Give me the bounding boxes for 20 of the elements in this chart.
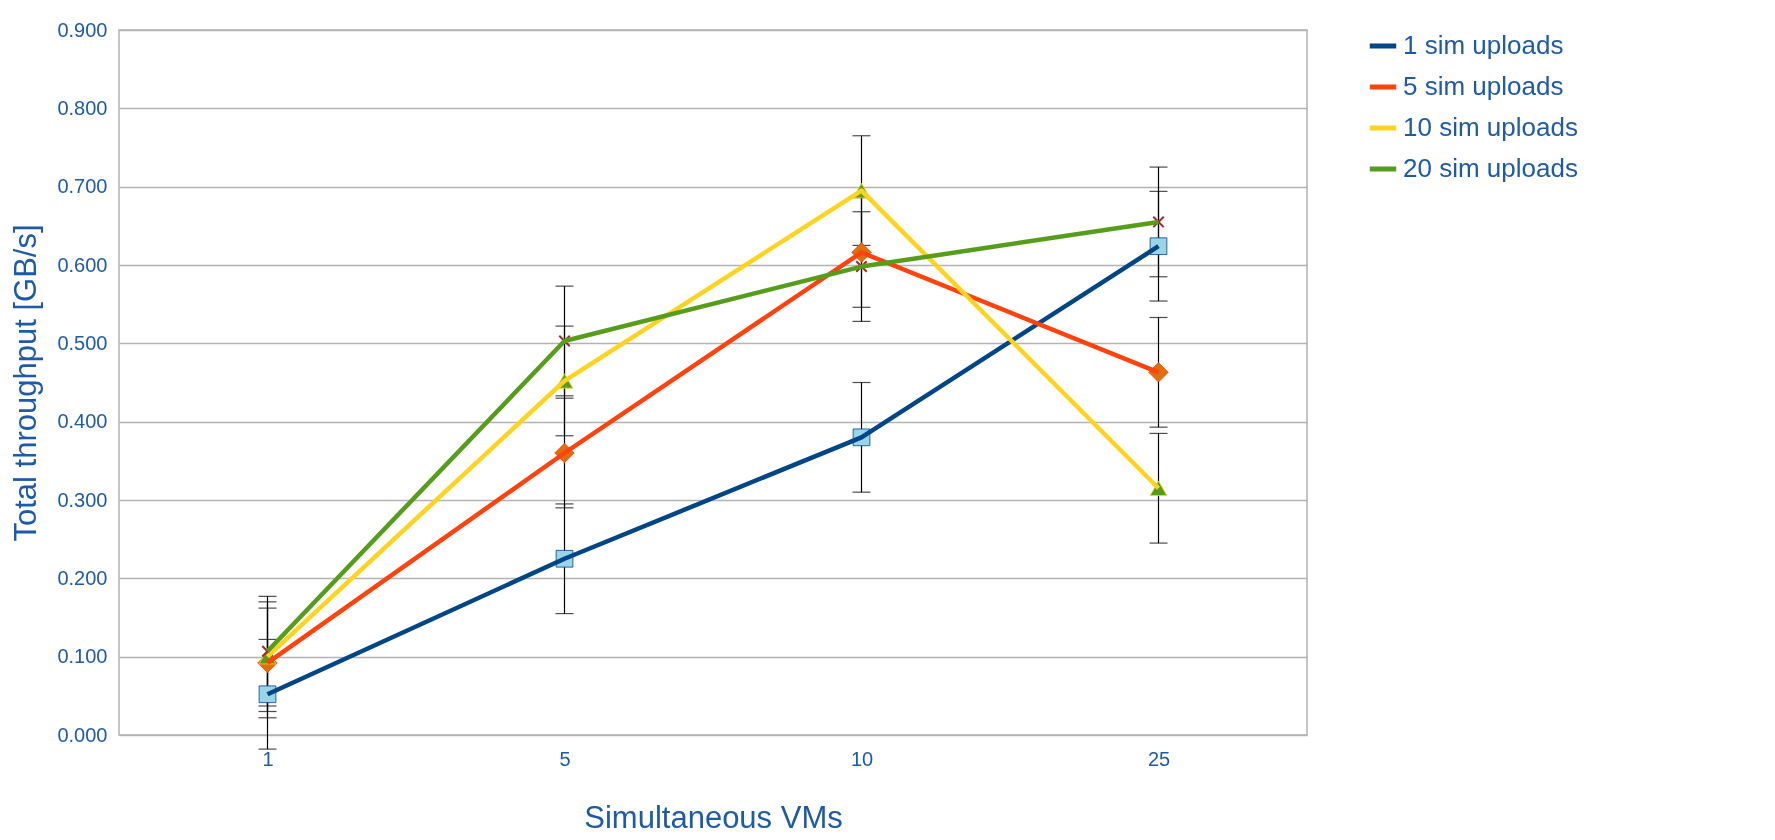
legend-label: 1 sim uploads — [1403, 30, 1564, 60]
legend-label: 10 sim uploads — [1403, 112, 1578, 142]
legend-label: 20 sim uploads — [1403, 153, 1578, 183]
y-tick-label: 0.600 — [57, 253, 108, 276]
x-axis-title: Simultaneous VMs — [584, 799, 843, 835]
y-axis-title: Total throughput [GB/s] — [8, 224, 44, 542]
y-tick-label: 0.200 — [57, 566, 108, 589]
x-tick-label: 5 — [559, 747, 571, 770]
x-tick-label: 10 — [850, 747, 874, 770]
x-tick-label: 25 — [1147, 747, 1171, 770]
y-tick-label: 0.900 — [57, 18, 108, 41]
y-tick-label: 0.700 — [57, 175, 108, 198]
y-tick-label: 0.500 — [57, 331, 108, 354]
y-tick-label: 0.800 — [57, 96, 108, 119]
legend-label: 5 sim uploads — [1403, 71, 1564, 101]
x-tick-label: 1 — [262, 747, 274, 770]
y-tick-label: 0.300 — [57, 488, 108, 511]
y-tick-label: 0.000 — [57, 723, 108, 746]
y-tick-label: 0.100 — [57, 645, 108, 668]
y-tick-label: 0.400 — [57, 410, 108, 433]
